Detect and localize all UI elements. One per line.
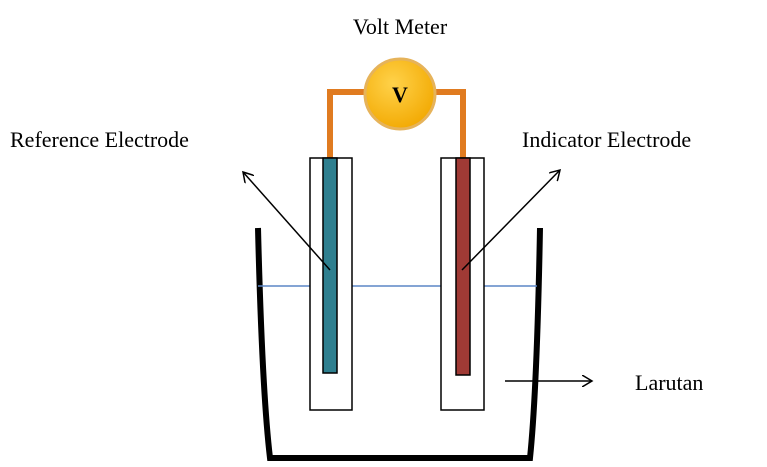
solution-label: Larutan: [635, 370, 703, 395]
reference-label: Reference Electrode: [10, 127, 189, 152]
volt-meter: [363, 57, 437, 131]
indicator-electrode: [455, 157, 471, 376]
arrow: [461, 170, 560, 271]
wire-right: [430, 89, 466, 162]
wire-left: [327, 89, 370, 162]
title: Volt Meter: [353, 14, 448, 39]
beaker: [255, 227, 543, 461]
arrow: [243, 172, 331, 271]
indicator-label: Indicator Electrode: [522, 127, 691, 152]
meter-symbol: V: [392, 82, 408, 107]
reference-electrode: [322, 157, 338, 374]
